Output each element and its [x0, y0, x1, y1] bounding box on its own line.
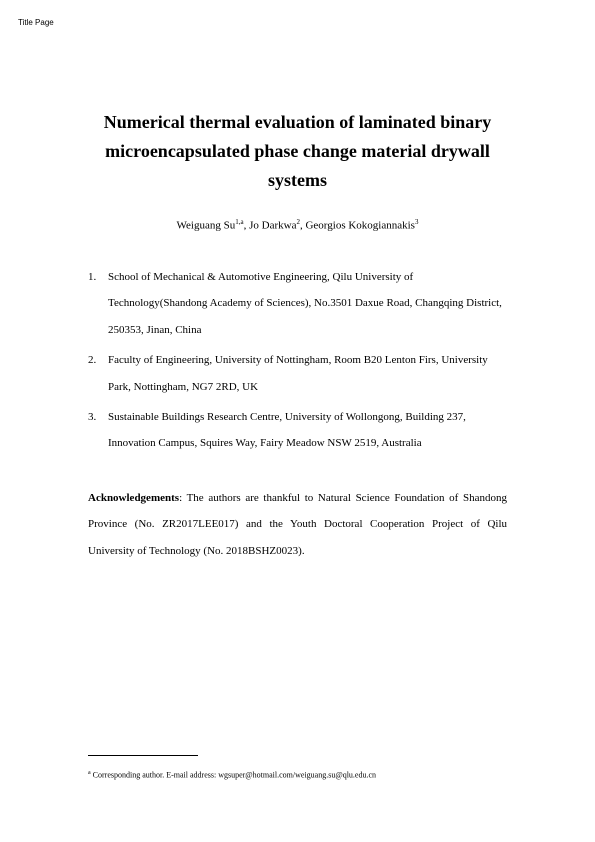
page-content: Numerical thermal evaluation of laminate…	[0, 0, 595, 604]
affiliation-text: Faculty of Engineering, University of No…	[108, 347, 507, 400]
affiliation-item: 2. Faculty of Engineering, University of…	[88, 347, 507, 400]
affiliation-number: 1.	[88, 264, 108, 343]
authors-line: Weiguang Su1,a, Jo Darkwa2, Georgios Kok…	[88, 218, 507, 232]
affiliation-text: School of Mechanical & Automotive Engine…	[108, 264, 507, 343]
paper-title: Numerical thermal evaluation of laminate…	[88, 108, 507, 194]
author-sup: 1,a	[235, 218, 243, 226]
acknowledgements: Acknowledgements: The authors are thankf…	[88, 485, 507, 564]
affiliations-list: 1. School of Mechanical & Automotive Eng…	[88, 264, 507, 457]
affiliation-item: 3. Sustainable Buildings Research Centre…	[88, 404, 507, 457]
affiliation-number: 3.	[88, 404, 108, 457]
author-sup: 3	[415, 218, 419, 226]
affiliation-number: 2.	[88, 347, 108, 400]
author-name: Weiguang Su	[177, 220, 236, 232]
affiliation-item: 1. School of Mechanical & Automotive Eng…	[88, 264, 507, 343]
author-name: Georgios Kokogiannakis	[305, 220, 414, 232]
footnote-text: Corresponding author. E-mail address: wg…	[91, 771, 376, 780]
footnote: a Corresponding author. E-mail address: …	[88, 769, 507, 782]
page-header-label: Title Page	[18, 18, 54, 27]
footnote-divider	[88, 755, 198, 756]
affiliation-text: Sustainable Buildings Research Centre, U…	[108, 404, 507, 457]
acknowledgements-label: Acknowledgements	[88, 492, 179, 504]
author-name: Jo Darkwa	[249, 220, 296, 232]
